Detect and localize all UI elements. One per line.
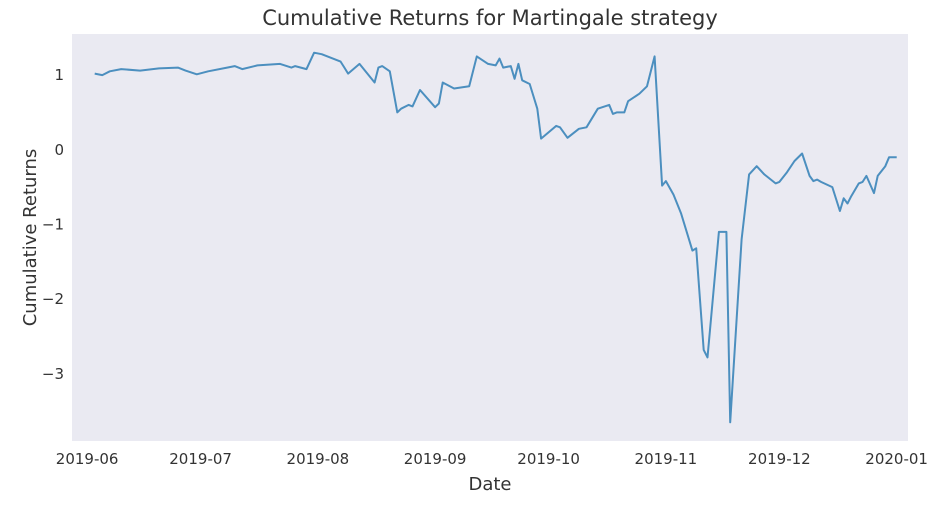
x-axis-ticks: 2019-06 2019-07 2019-08 2019-09 2019-10 2019-… <box>56 450 928 468</box>
x-tick-label: 2019-11 <box>635 450 698 468</box>
chart-title: Cumulative Returns for Martingale strate… <box>262 6 718 30</box>
x-tick-label: 2019-06 <box>56 450 119 468</box>
y-tick-label: −2 <box>42 290 64 308</box>
y-axis-ticks: 1 0 −1 −2 −3 <box>42 66 64 383</box>
y-tick-label: −1 <box>42 215 64 233</box>
plot-area <box>72 34 908 441</box>
x-tick-label: 2019-07 <box>169 450 232 468</box>
series-group <box>94 51 897 424</box>
series-line <box>94 51 897 424</box>
x-axis-label: Date <box>468 474 511 495</box>
x-tick-label: 2019-09 <box>404 450 467 468</box>
x-tick-label: 2019-12 <box>748 450 811 468</box>
x-tick-label: 2019-08 <box>287 450 350 468</box>
y-tick-label: 1 <box>54 66 64 84</box>
y-tick-label: 0 <box>54 141 64 159</box>
x-tick-label: 2019-10 <box>517 450 580 468</box>
y-axis-label: Cumulative Returns <box>20 149 41 327</box>
y-tick-label: −3 <box>42 365 64 383</box>
x-tick-label: 2020-01 <box>865 450 928 468</box>
